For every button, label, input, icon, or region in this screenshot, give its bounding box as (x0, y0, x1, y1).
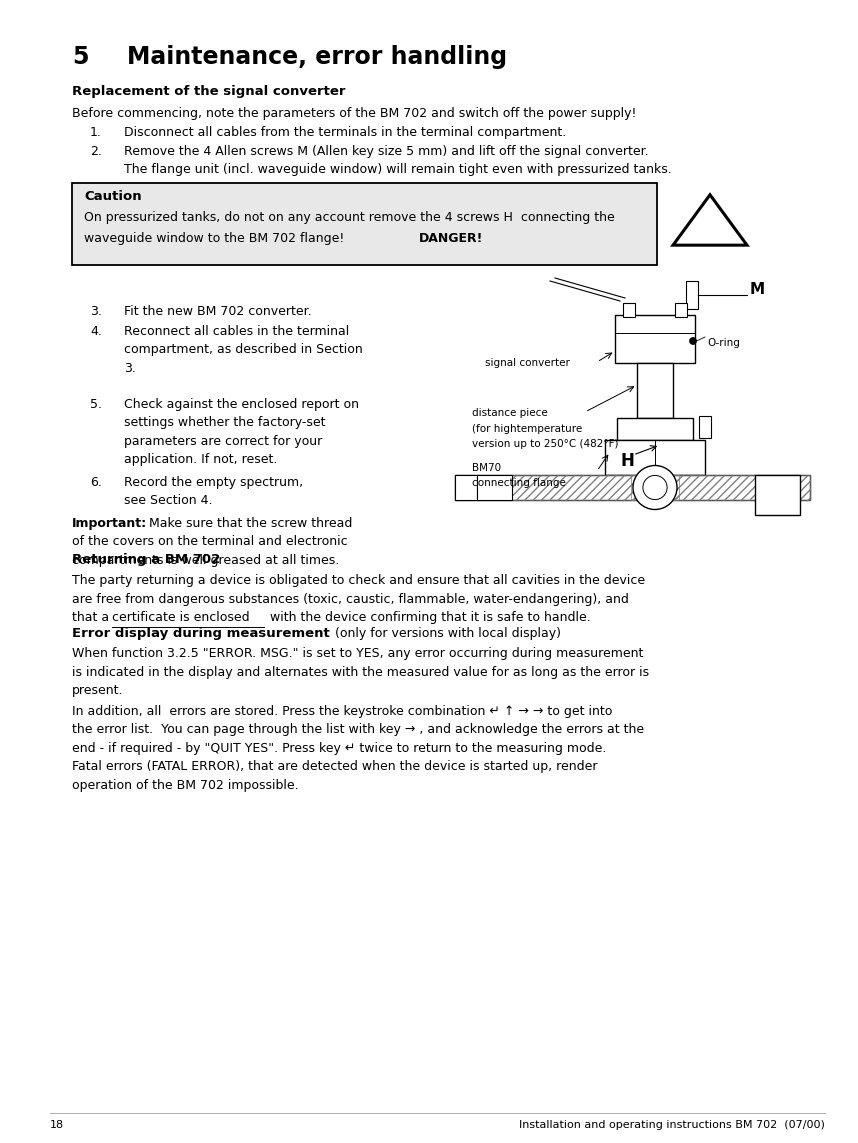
Text: waveguide window to the BM 702 flange!: waveguide window to the BM 702 flange! (84, 232, 353, 245)
Text: Before commencing, note the parameters of the BM 702 and switch off the power su: Before commencing, note the parameters o… (72, 107, 637, 120)
Text: Important:: Important: (72, 517, 147, 530)
Bar (605, 440, 705, 475)
Text: settings whether the factory-set: settings whether the factory-set (124, 416, 325, 430)
Text: certificate is enclosed: certificate is enclosed (112, 612, 250, 624)
Text: see Section 4.: see Section 4. (124, 495, 213, 507)
Bar (675, 303, 687, 317)
Bar (617, 418, 693, 440)
Text: end - if required - by "QUIT YES". Press key ↵ twice to return to the measuring : end - if required - by "QUIT YES". Press… (72, 742, 607, 756)
Text: Disconnect all cables from the terminals in the terminal compartment.: Disconnect all cables from the terminals… (124, 126, 566, 139)
Bar (615, 315, 695, 363)
Text: DANGER!: DANGER! (419, 232, 483, 245)
Text: The flange unit (incl. waveguide window) will remain tight even with pressurized: The flange unit (incl. waveguide window)… (124, 163, 672, 176)
Text: (only for versions with local display): (only for versions with local display) (327, 628, 561, 640)
Text: The party returning a device is obligated to check and ensure that all cavities : The party returning a device is obligate… (72, 575, 645, 588)
Text: the error list.  You can page through the list with key → , and acknowledge the : the error list. You can page through the… (72, 724, 644, 736)
Text: 3.: 3. (124, 362, 136, 375)
Text: 3.: 3. (90, 305, 102, 318)
Text: Remove the 4 Allen screws M (Allen key size 5 mm) and lift off the signal conver: Remove the 4 Allen screws M (Allen key s… (124, 145, 649, 158)
Text: Check against the enclosed report on: Check against the enclosed report on (124, 398, 359, 411)
Text: signal converter: signal converter (485, 358, 570, 368)
Bar (686, 281, 698, 309)
Text: (for hightemperature: (for hightemperature (472, 424, 583, 433)
Text: Reconnect all cables in the terminal: Reconnect all cables in the terminal (124, 325, 349, 338)
Text: 5.: 5. (90, 398, 102, 411)
Text: 1.: 1. (90, 126, 102, 139)
Text: M: M (750, 281, 765, 296)
Text: application. If not, reset.: application. If not, reset. (124, 454, 277, 466)
Text: compartment, as described in Section: compartment, as described in Section (124, 344, 363, 357)
Bar (623, 303, 635, 317)
Circle shape (690, 337, 697, 344)
Text: H: H (620, 451, 634, 470)
Text: distance piece: distance piece (472, 408, 547, 418)
Bar (455, 475, 810, 499)
Text: Installation and operating instructions BM 702  (07/00): Installation and operating instructions … (519, 1120, 825, 1130)
Text: that a: that a (72, 612, 113, 624)
Text: Replacement of the signal converter: Replacement of the signal converter (72, 85, 346, 98)
FancyBboxPatch shape (72, 183, 657, 265)
Text: Maintenance, error handling: Maintenance, error handling (127, 45, 507, 69)
Text: 18: 18 (50, 1120, 64, 1130)
Text: Returning a BM 702: Returning a BM 702 (72, 553, 221, 566)
Text: On pressurized tanks, do not on any account remove the 4 screws H  connecting th: On pressurized tanks, do not on any acco… (84, 211, 614, 224)
Bar (477, 475, 512, 499)
Text: Error display during measurement: Error display during measurement (72, 628, 329, 640)
Text: 4.: 4. (90, 325, 102, 338)
Text: operation of the BM 702 impossible.: operation of the BM 702 impossible. (72, 780, 299, 792)
Text: with the device confirming that it is safe to handle.: with the device confirming that it is sa… (266, 612, 591, 624)
Bar (455, 475, 810, 499)
Text: version up to 250°C (482°F): version up to 250°C (482°F) (472, 439, 619, 449)
Text: connecting flange: connecting flange (472, 479, 566, 488)
Text: 5: 5 (72, 45, 88, 69)
Text: is indicated in the display and alternates with the measured value for as long a: is indicated in the display and alternat… (72, 666, 650, 679)
Text: 2.: 2. (90, 145, 102, 158)
Polygon shape (673, 194, 747, 245)
Text: !: ! (705, 219, 715, 239)
Text: When function 3.2.5 "ERROR. MSG." is set to YES, any error occurring during meas: When function 3.2.5 "ERROR. MSG." is set… (72, 647, 644, 661)
Bar (455, 475, 477, 499)
Text: In addition, all  errors are stored. Press the keystroke combination ↵ ↑ → → to : In addition, all errors are stored. Pres… (72, 705, 613, 718)
Bar (699, 416, 711, 438)
Text: Make sure that the screw thread: Make sure that the screw thread (149, 517, 353, 530)
Text: 6.: 6. (90, 475, 102, 489)
Text: of the covers on the terminal and electronic: of the covers on the terminal and electr… (72, 536, 347, 549)
Text: parameters are correct for your: parameters are correct for your (124, 435, 323, 448)
Text: Fatal errors (FATAL ERROR), that are detected when the device is started up, ren: Fatal errors (FATAL ERROR), that are det… (72, 760, 597, 774)
Text: compartments is well greased at all times.: compartments is well greased at all time… (72, 554, 339, 567)
Text: Fit the new BM 702 converter.: Fit the new BM 702 converter. (124, 305, 311, 318)
Circle shape (633, 465, 677, 510)
Text: BM70: BM70 (472, 463, 501, 473)
Circle shape (643, 475, 668, 499)
Bar (637, 363, 673, 418)
Text: Record the empty spectrum,: Record the empty spectrum, (124, 475, 303, 489)
Bar (755, 475, 800, 515)
Bar (631, 475, 679, 499)
Text: present.: present. (72, 685, 124, 697)
Text: are free from dangerous substances (toxic, caustic, flammable, water-endangering: are free from dangerous substances (toxi… (72, 593, 629, 606)
Text: O-ring: O-ring (707, 338, 740, 347)
Text: Caution: Caution (84, 190, 142, 203)
